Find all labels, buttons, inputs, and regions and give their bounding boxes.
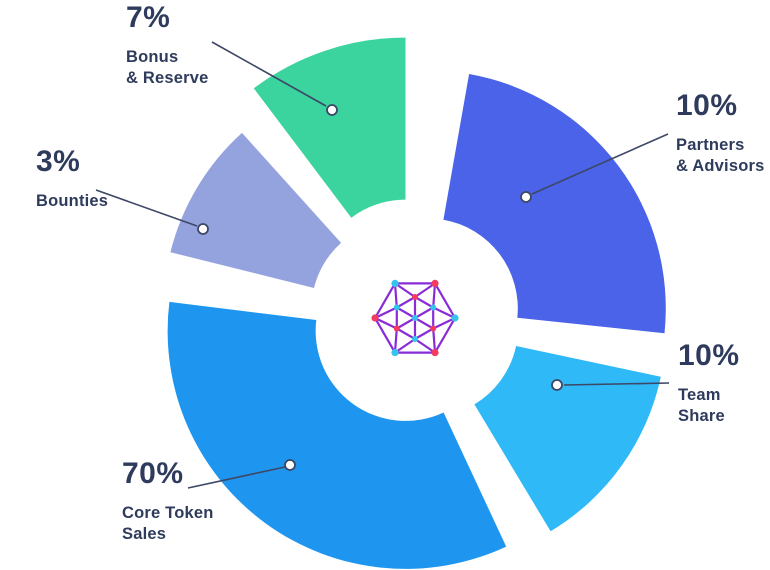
percent-value: 10% [678,339,740,372]
leader-bonus-reserve [211,41,338,116]
label-bonus-reserve: 7% Bonus & Reserve [126,2,209,89]
leader-lines [95,41,670,489]
percent-value: 70% [122,457,184,490]
slice-name: Bounties [36,191,109,210]
pie-slice-partners-advisors [443,74,666,334]
percent-value: 10% [676,89,738,122]
slice-name: Core Token Sales [122,503,214,543]
percent-value: 7% [126,1,171,34]
label-team-share: 10% Team Share [678,340,740,427]
label-bounties: 3% Bounties [36,146,108,212]
label-partners-advisors: 10% Partners & Advisors [676,90,765,177]
leader-team-share [551,379,670,391]
pie-slices [167,37,666,569]
slice-name: Team Share [678,385,725,425]
slice-name: Bonus & Reserve [126,47,209,87]
percent-value: 3% [36,145,81,178]
pie-slice-team-share [474,346,661,532]
pie-slice-bonus-reserve [253,37,406,218]
leader-partners-advisors [520,133,669,203]
slice-name: Partners & Advisors [676,135,765,175]
leader-bounties [95,189,209,235]
label-core-token-sales: 70% Core Token Sales [122,458,214,545]
leader-core-token-sales [187,459,296,489]
pie-slice-bounties [170,132,342,288]
pie-slice-core-token-sales [167,301,507,569]
hexagon-network-logo-icon [371,279,459,357]
